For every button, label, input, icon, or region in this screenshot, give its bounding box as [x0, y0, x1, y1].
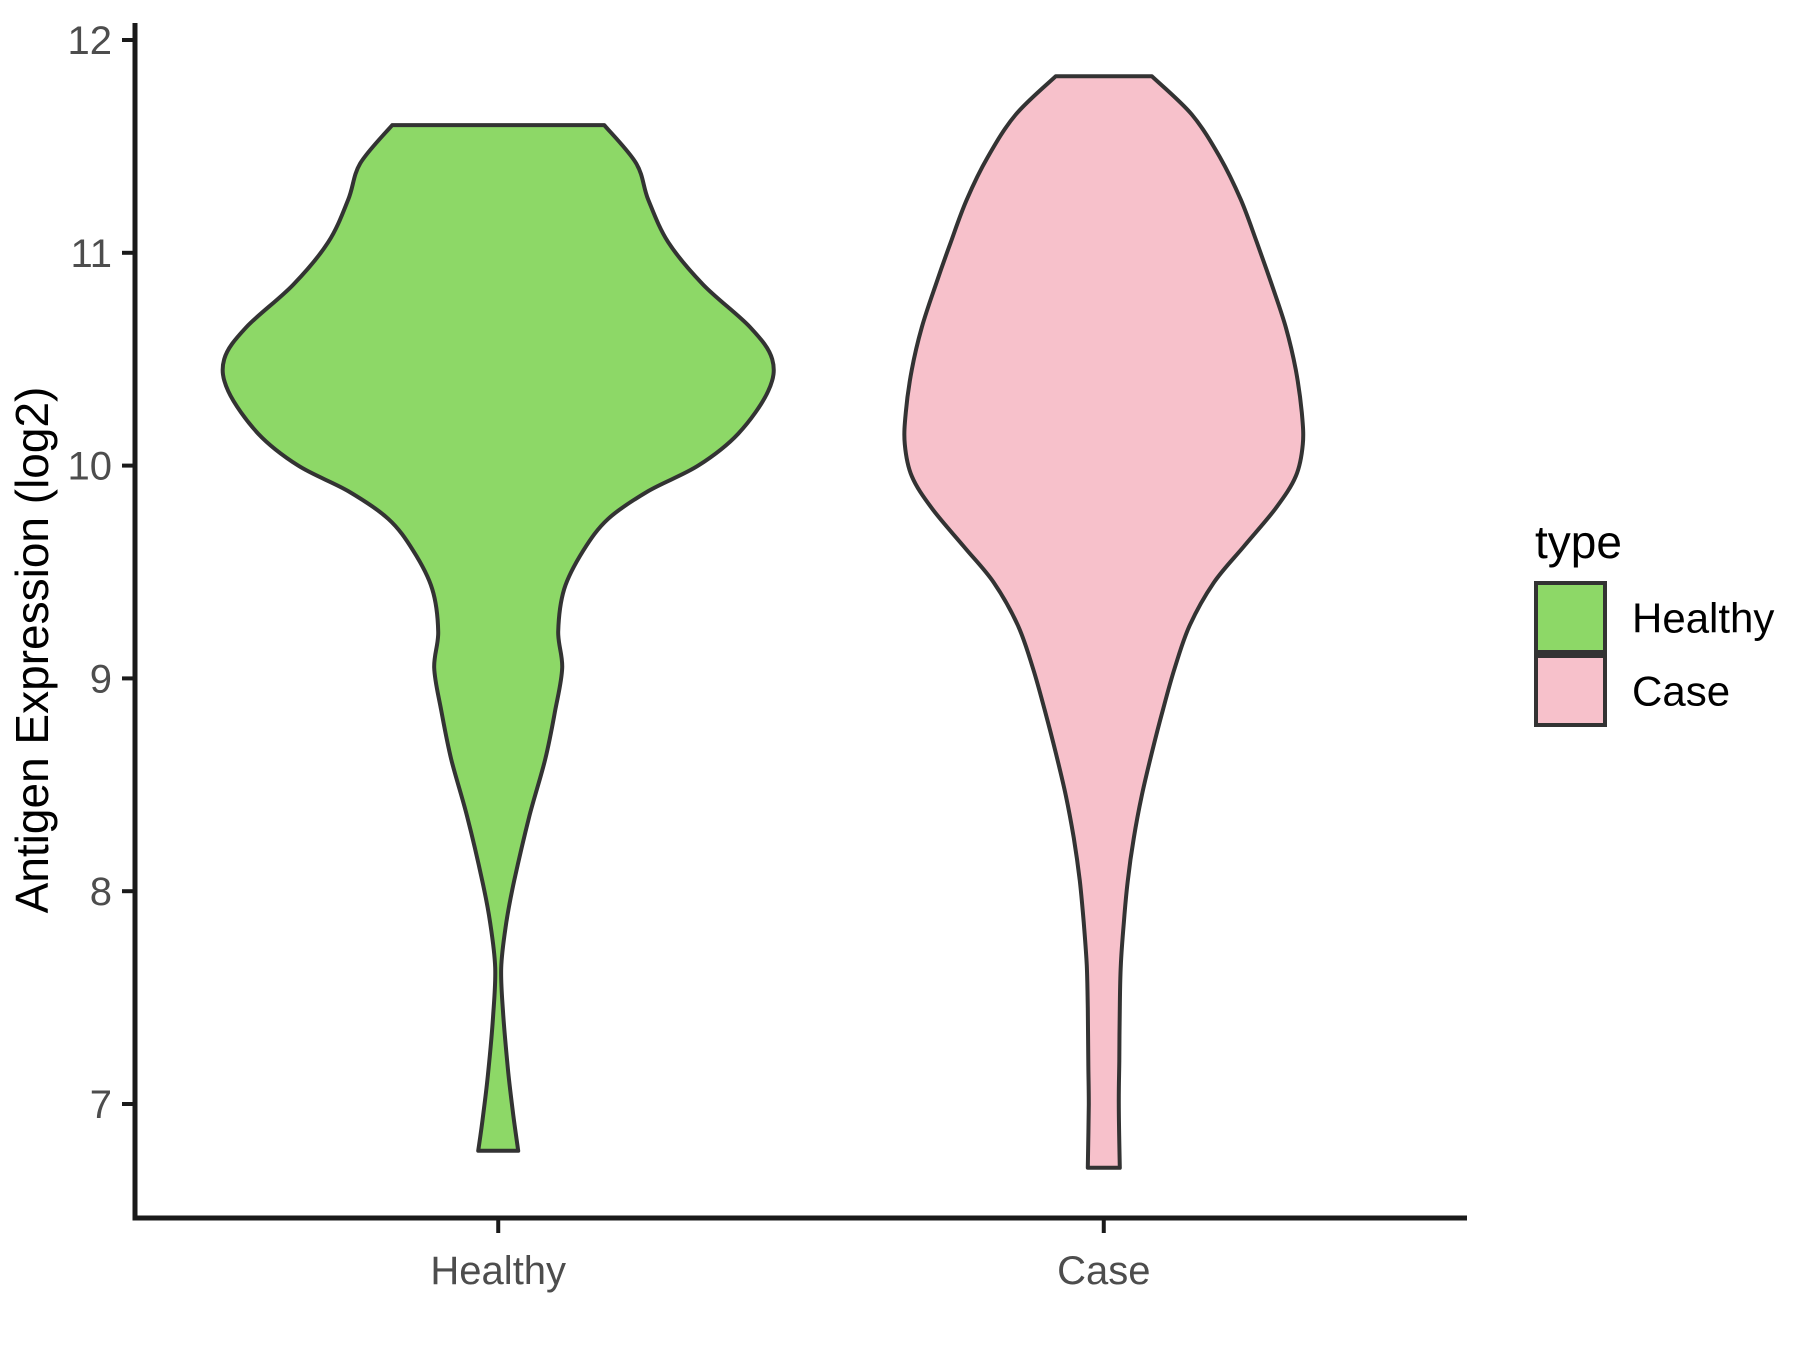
- axes-layer: [132, 23, 1467, 1221]
- legend-label-case: Case: [1632, 668, 1730, 715]
- tick-labels-layer: 12 11 10 9 8 7 Healthy Case: [68, 19, 1151, 1293]
- legend-entry-case: Case: [1534, 654, 1730, 727]
- y-tick-label-10: 10: [68, 445, 113, 489]
- y-tick-label-12: 12: [68, 19, 113, 63]
- legend-title: type: [1535, 516, 1622, 568]
- ticks-layer: [122, 38, 1106, 1233]
- y-tick-label-7: 7: [90, 1083, 112, 1127]
- legend: type Healthy Case: [1534, 516, 1774, 727]
- y-axis-title: Antigen Expression (log2): [6, 387, 58, 914]
- legend-key-healthy: [1534, 581, 1607, 654]
- violin-healthy: [220, 123, 776, 1153]
- x-tick-label-healthy: Healthy: [430, 1249, 566, 1293]
- legend-key-case: [1534, 654, 1607, 727]
- y-tick-label-8: 8: [90, 870, 112, 914]
- y-tick-label-11: 11: [70, 232, 112, 276]
- violins-layer: [220, 74, 1306, 1170]
- x-tick-label-case: Case: [1057, 1249, 1150, 1293]
- legend-entries: Healthy Case: [1534, 581, 1774, 727]
- legend-label-healthy: Healthy: [1632, 595, 1774, 642]
- legend-entry-healthy: Healthy: [1534, 581, 1774, 654]
- violin-case: [902, 74, 1306, 1170]
- y-tick-label-9: 9: [90, 657, 112, 701]
